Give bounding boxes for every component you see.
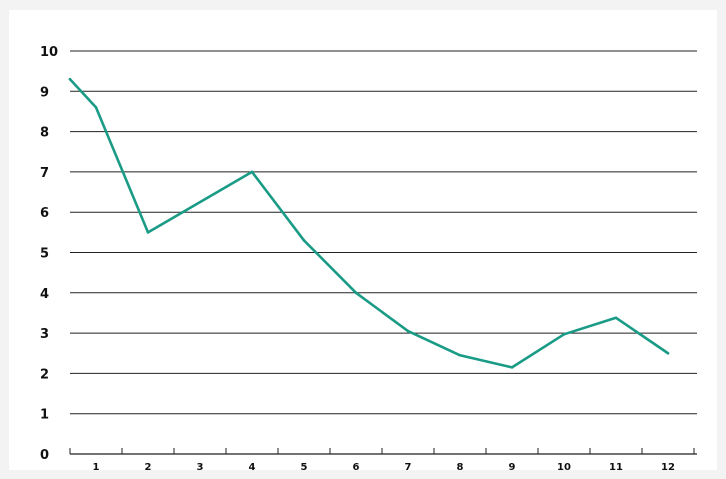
data-point-3: [250, 170, 254, 174]
y-tick-label-0: 0: [40, 448, 49, 463]
x-tick-label-6: 6: [353, 462, 360, 473]
y-tick-label-8: 8: [40, 126, 49, 141]
x-tick-label-3: 3: [197, 462, 204, 473]
data-point-7: [458, 353, 462, 357]
data-point-9: [562, 333, 566, 336]
y-tick-label-1: 1: [40, 408, 49, 423]
x-tick-label-2: 2: [145, 462, 152, 473]
x-tick-label-5: 5: [301, 462, 308, 473]
y-tick-label-4: 4: [40, 287, 49, 302]
chart-card: [9, 10, 717, 470]
data-point-4: [302, 239, 306, 242]
y-tick-label-2: 2: [40, 367, 49, 382]
x-tick-label-12: 12: [661, 462, 675, 473]
x-tick-label-11: 11: [609, 462, 623, 473]
data-point-8: [510, 366, 514, 369]
y-tick-label-9: 9: [40, 85, 49, 100]
x-tick-label-10: 10: [557, 462, 571, 473]
y-tick-label-7: 7: [40, 166, 49, 181]
y-tick-label-6: 6: [40, 206, 49, 221]
series-line: [68, 77, 670, 369]
x-tick-label-4: 4: [249, 462, 256, 473]
data-point-1: [94, 106, 98, 109]
data-point-5: [354, 291, 358, 295]
y-tick-label-5: 5: [40, 247, 49, 262]
x-tick-label-1: 1: [93, 462, 100, 473]
data-point-11: [666, 351, 670, 355]
data-point-2: [146, 231, 150, 234]
data-point-6: [406, 329, 410, 333]
data-point-0: [68, 77, 72, 81]
x-tick-label-8: 8: [457, 462, 464, 473]
y-tick-label-10: 10: [40, 45, 58, 60]
x-tick-label-7: 7: [405, 462, 412, 473]
data-point-10: [614, 316, 618, 320]
x-tick-label-9: 9: [509, 462, 516, 473]
y-tick-label-3: 3: [40, 327, 49, 342]
